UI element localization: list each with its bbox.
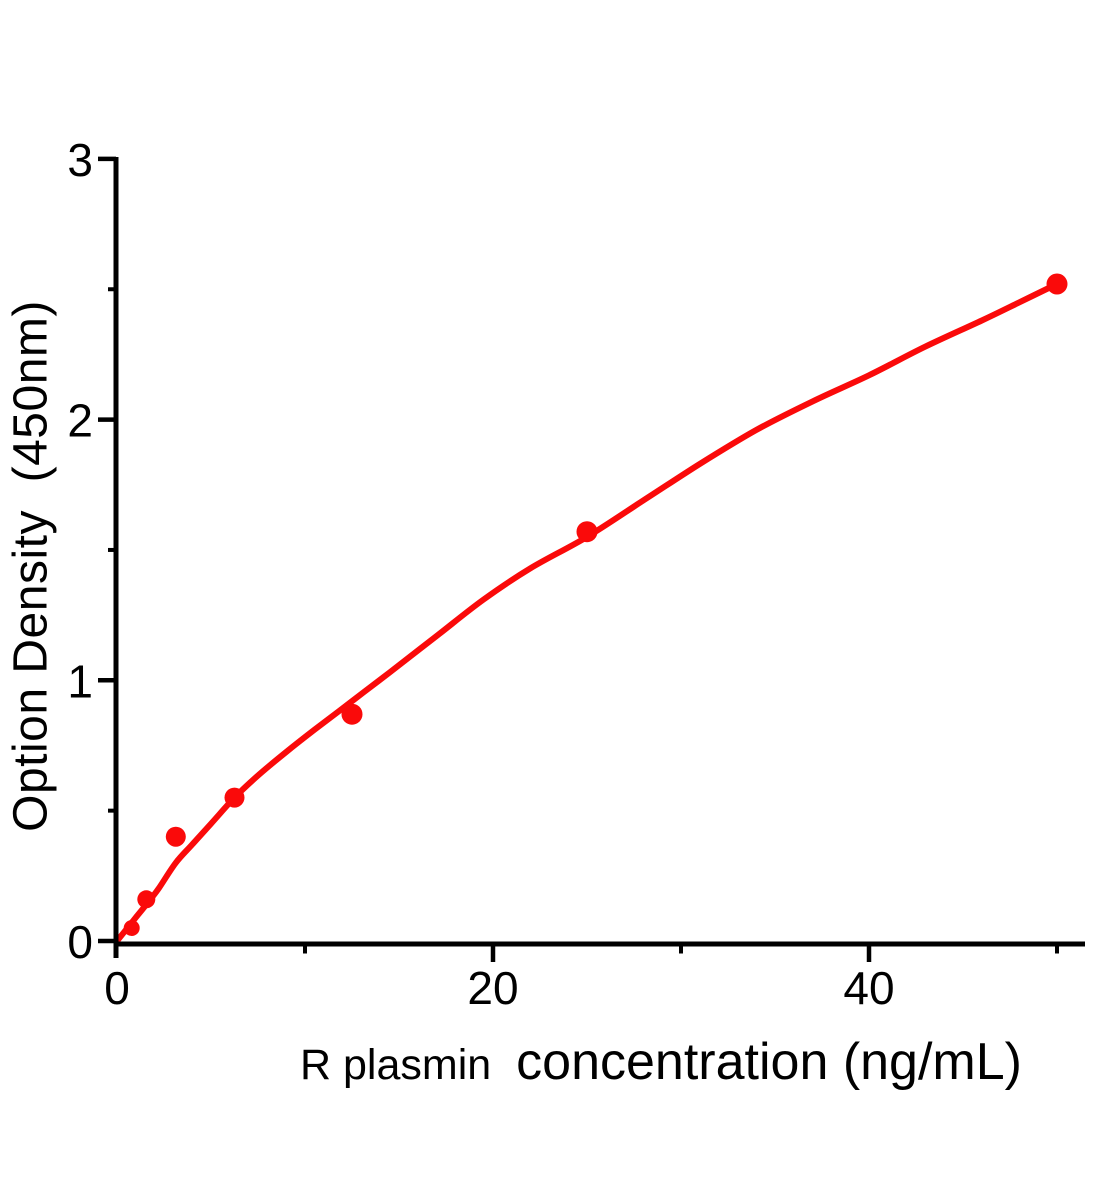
x-axis-title: R plasmin concentration (ng/mL) (300, 1036, 1022, 1088)
data-point (341, 703, 363, 725)
data-point (165, 826, 186, 847)
x-tick-label: 40 (843, 962, 894, 1014)
y-tick-label: 1 (67, 655, 93, 707)
data-point (576, 521, 598, 543)
x-axis-title-prefix: R plasmin (300, 1041, 492, 1089)
y-axis-title: Option Density (450nm) (4, 300, 58, 832)
data-point (224, 787, 245, 808)
data-point (1046, 273, 1068, 295)
x-tick-label: 0 (104, 962, 130, 1014)
data-point (137, 890, 156, 909)
data-point (123, 920, 140, 936)
fit-curve-line (114, 281, 1060, 944)
x-axis-title-main: concentration (ng/mL) (516, 1033, 1022, 1091)
y-tick-label: 3 (67, 134, 93, 186)
x-tick-label: 20 (467, 962, 518, 1014)
y-tick-label: 2 (67, 395, 93, 447)
y-tick-label: 0 (67, 916, 93, 968)
